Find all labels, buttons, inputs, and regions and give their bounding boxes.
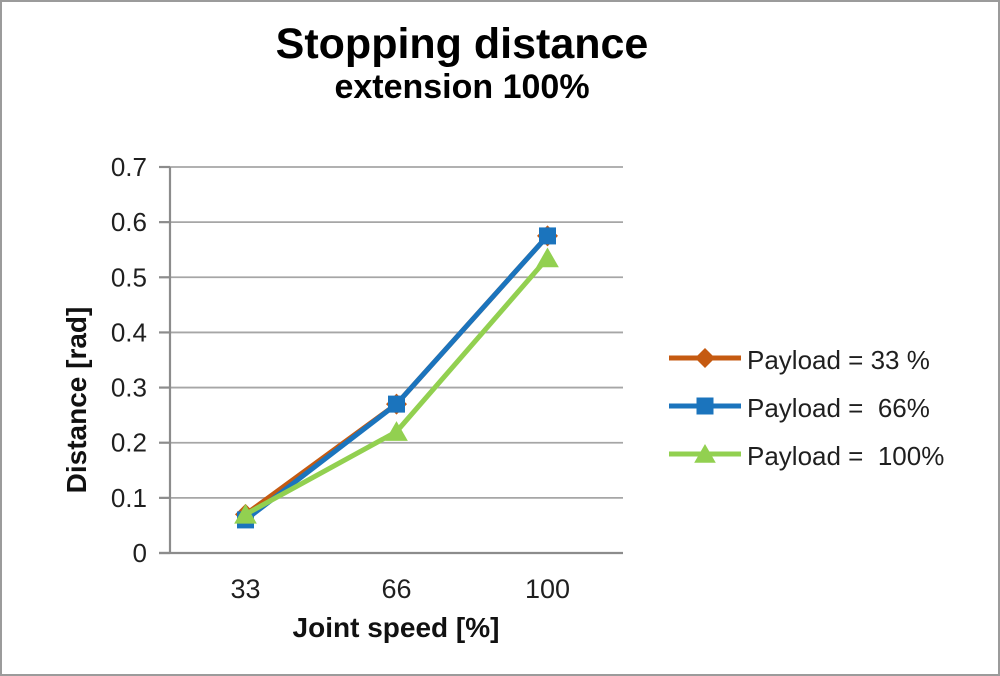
y-tick-label: 0.6: [111, 207, 147, 237]
marker-square: [696, 397, 714, 414]
legend-swatch-diamond: [668, 345, 742, 376]
marker-triangle: [385, 421, 408, 441]
series-line-2: [244, 256, 550, 517]
x-axis-title: Joint speed [%]: [292, 612, 500, 643]
y-axis-title: Distance [rad]: [61, 306, 92, 494]
chart-title: Stopping distance: [275, 20, 649, 68]
y-tick-label: 0.2: [111, 428, 147, 458]
marker-triangle: [694, 443, 716, 463]
marker-diamond: [695, 347, 715, 368]
chart-title-block: Stopping distance extension 100%: [2, 20, 922, 107]
legend-item-2: Payload = 100%: [668, 432, 944, 480]
series-line-1: [243, 234, 550, 522]
legend-swatch-svg: [669, 443, 741, 463]
y-tick-label: 0.4: [111, 317, 147, 347]
y-tick-label: 0: [133, 538, 147, 568]
legend-label: Payload = 33 %: [747, 344, 930, 375]
marker-square: [539, 227, 556, 245]
legend-item-1: Payload = 66%: [668, 384, 944, 432]
legend-swatch-svg: [669, 347, 741, 368]
marker-triangle: [234, 503, 257, 524]
x-tick-label: 100: [525, 574, 570, 604]
y-tick-label: 0.1: [111, 483, 147, 513]
x-tick-label: 33: [230, 574, 260, 604]
legend: Payload = 33 % Payload = 66% Payload = 100…: [668, 336, 944, 480]
legend-label: Payload = 66%: [747, 392, 930, 423]
chart-subtitle: extension 100%: [334, 68, 590, 107]
legend-swatch-square: [668, 393, 742, 424]
y-tick-label: 0.3: [111, 373, 147, 403]
marker-square: [388, 395, 405, 413]
x-tick-label: 66: [381, 574, 411, 604]
y-tick-label: 0.5: [111, 262, 147, 292]
legend-swatch-triangle: [668, 441, 742, 472]
legend-item-0: Payload = 33 %: [668, 336, 944, 384]
y-tick-label: 0.7: [111, 152, 147, 182]
marker-triangle: [536, 247, 559, 268]
legend-label: Payload = 100%: [747, 440, 945, 471]
legend-swatch-svg: [669, 397, 741, 414]
